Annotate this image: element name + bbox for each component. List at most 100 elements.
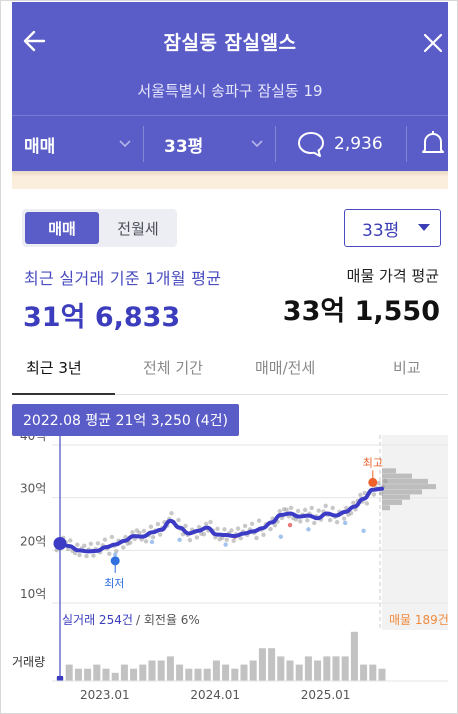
back-button[interactable] [20, 26, 50, 56]
transaction-point [309, 505, 314, 511]
header: 잠실동 잠실엘스 서울특별시 송파구 잠실동 19 매매 33평 [12, 2, 448, 171]
volume-bar [378, 668, 386, 681]
volume-bar [350, 631, 358, 681]
tab-recent-3y[interactable]: 최근 3년 [26, 359, 82, 377]
transaction-point-alt [343, 520, 348, 526]
series-line [58, 486, 384, 554]
listing-dist-bar [382, 489, 422, 495]
transaction-point [341, 516, 347, 521]
y-tick-label: 10억 [20, 587, 46, 601]
transaction-point [256, 518, 262, 523]
transaction-point [128, 540, 133, 545]
transaction-point [77, 552, 82, 558]
size-label: 33평 [164, 136, 204, 157]
tab-all-period[interactable]: 전체 기간 [143, 359, 203, 377]
transaction-point [91, 553, 96, 558]
volume-bar [240, 664, 248, 681]
transaction-point [72, 550, 78, 556]
transaction-point-alt [287, 522, 293, 528]
volume-bar [157, 660, 165, 681]
transaction-point [316, 508, 321, 513]
bell-icon [422, 131, 444, 153]
price-chart[interactable]: 10억 20억 30억 40억 최고 최저 실거래 254건 / 회전율 6% 매물 189건 거… [12, 401, 449, 713]
transaction-point-alt [113, 552, 118, 557]
turnover-label: / 회전율 6% [136, 613, 200, 627]
size-dropdown[interactable]: 33평 [164, 116, 274, 172]
volume-bar [314, 660, 322, 681]
volume-bar [139, 664, 147, 681]
volume-bar [102, 668, 110, 681]
back-arrow-icon [23, 30, 46, 52]
size-select-value: 33평 [362, 220, 400, 241]
transaction-point [137, 530, 142, 536]
transaction-point [222, 527, 227, 532]
transaction-point [95, 541, 101, 546]
tab-compare[interactable]: 비교 [393, 359, 421, 377]
listing-dist-bar [382, 478, 428, 484]
close-button[interactable] [418, 28, 448, 58]
transaction-point-alt [306, 527, 311, 532]
transaction-point [203, 521, 209, 527]
page-title: 잠실동 잠실엘스 [163, 32, 297, 54]
transaction-point [376, 480, 381, 486]
transaction-point [114, 548, 119, 554]
transaction-point-alt [361, 528, 366, 534]
transaction-point [75, 542, 80, 547]
listing-dist-bar [382, 484, 436, 490]
divider [275, 126, 276, 162]
volume-bar [212, 660, 220, 681]
min-label: 최저 [104, 577, 124, 590]
trade-type-dropdown[interactable]: 매매 [24, 116, 144, 172]
x-tick-label: 2024.01 [190, 688, 240, 702]
transaction-point [272, 523, 278, 528]
transaction-point [150, 534, 156, 540]
min-point [110, 556, 120, 566]
transaction-point [378, 491, 384, 496]
address: 서울특별시 송파구 잠실동 19 [137, 82, 323, 100]
transaction-point [143, 539, 149, 544]
transaction-point [82, 543, 87, 548]
recent-price-value: 31억 6,833 [23, 302, 181, 333]
size-select[interactable]: 33평 [344, 209, 441, 247]
transaction-point [298, 519, 303, 524]
volume-bar [185, 668, 193, 681]
listing-dist-bar [382, 505, 390, 511]
transaction-point [312, 520, 317, 526]
listing-count-label: 매물 189건 [389, 613, 448, 627]
transaction-point [364, 501, 370, 506]
volume-bar [130, 668, 138, 681]
transaction-point [238, 536, 243, 541]
toggle-sale[interactable]: 매매 [25, 212, 99, 244]
transaction-point [84, 553, 89, 559]
trade-toggle: 매매 전월세 [22, 209, 177, 247]
transaction-point [334, 520, 340, 525]
comment-count: 2,936 [334, 134, 383, 154]
volume-bar [93, 664, 101, 681]
transaction-point [293, 517, 299, 522]
transaction-point [327, 517, 333, 523]
transaction-point [288, 505, 294, 510]
transaction-point [323, 503, 328, 509]
notification-button[interactable] [420, 116, 448, 172]
volume-bar [341, 656, 349, 681]
transaction-point [130, 530, 135, 535]
transaction-point [254, 535, 259, 541]
tab-sale-jeonse[interactable]: 매매/전세 [255, 359, 316, 377]
volume-cursor-marker [57, 676, 63, 681]
transaction-point [249, 521, 255, 526]
comments-button[interactable]: 2,936 [296, 116, 406, 172]
listing-dist-bar [382, 473, 412, 479]
transaction-point [348, 511, 354, 516]
volume-bar [222, 664, 230, 681]
caret-down-icon [418, 224, 430, 231]
toggle-rent[interactable]: 전월세 [117, 219, 159, 238]
volume-bar [258, 648, 266, 681]
listing-dist-bar [382, 468, 396, 474]
volume-bar [249, 660, 257, 681]
transaction-point [277, 509, 282, 514]
transaction-point [224, 537, 229, 542]
volume-bar [268, 648, 276, 681]
volume-bar [323, 656, 331, 681]
transaction-point [305, 518, 310, 523]
